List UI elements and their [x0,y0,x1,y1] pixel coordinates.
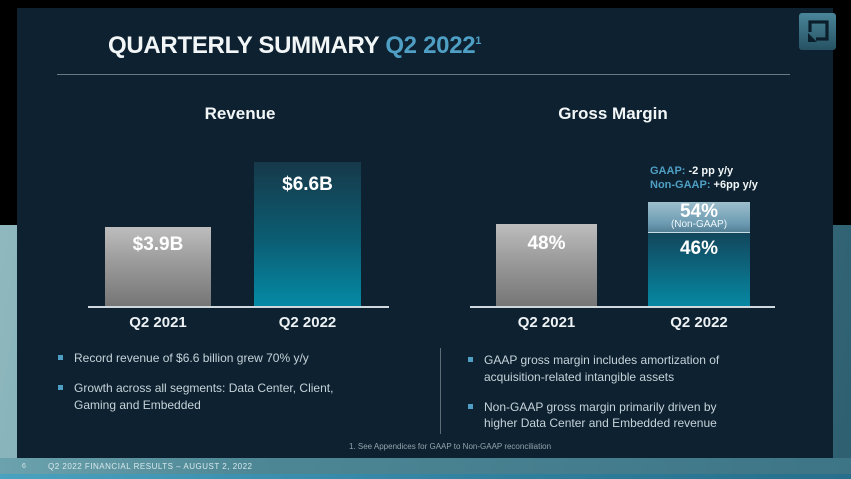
revenue-bar-q2-2021: $3.9B [105,227,211,307]
annotation-gaap-label: GAAP: [650,165,686,177]
gross-margin-non-gaap-note: (Non-GAAP) [670,219,728,230]
footer-bar: 6 Q2 2022 FINANCIAL RESULTS – AUGUST 2, … [0,458,851,479]
gross-margin-non-gaap-label: 54% [679,201,719,222]
title-divider [57,74,790,75]
revenue-bar-q2-2022: $6.6B [254,162,361,307]
annotation-gaap-value: -2 pp y/y [685,165,734,177]
gross-margin-axis-baseline [470,306,775,308]
gross-margin-chart-title: Gross Margin [558,104,668,123]
slide: QUARTERLY SUMMARY Q2 20221 Revenue $3.9B… [17,8,836,458]
page-title-highlight: Q2 2022 [385,32,476,59]
page-title-footnote-marker: 1 [475,35,482,47]
bullet-item: GAAP gross margin includes amortization … [468,352,753,386]
gross-margin-bar-q2-2022-gaap: 46% [648,233,750,307]
bullet-item: Non-GAAP gross margin primarily driven b… [468,399,753,433]
gross-margin-gaap-label: 46% [679,238,719,259]
page-number: 6 [22,463,26,470]
gross-margin-axis-label-q2-2021: Q2 2021 [517,314,576,331]
revenue-bar-q2-2021-label: $3.9B [132,234,184,255]
bullet-item: Growth across all segments: Data Center,… [58,380,368,414]
annotation-non-gaap-label: Non-GAAP: [650,179,711,191]
annotation-non-gaap: Non-GAAP: +6pp y/y [650,178,758,192]
gross-margin-bar-q2-2022-non-gaap-band: 54% (Non-GAAP) [648,202,750,233]
gross-margin-annotations: GAAP: -2 pp y/y Non-GAAP: +6pp y/y [650,164,758,192]
revenue-bullet-list: Record revenue of $6.6 billion grew 70% … [58,350,368,426]
bullet-text: Growth across all segments: Data Center,… [74,380,334,412]
gross-margin-axis-label-q2-2022: Q2 2022 [670,314,728,331]
bullet-square-icon [58,355,63,360]
bullet-square-icon [468,357,473,362]
revenue-axis-label-q2-2022: Q2 2022 [278,314,337,331]
revenue-bar-q2-2022-label: $6.6B [282,174,333,195]
footer-title: Q2 2022 FINANCIAL RESULTS – AUGUST 2, 20… [48,462,253,471]
revenue-axis-baseline [88,306,389,308]
amd-logo-icon [799,13,836,50]
bullet-text: Non-GAAP gross margin primarily driven b… [484,399,717,431]
bullet-square-icon [468,403,473,409]
bullet-text: GAAP gross margin includes amortization … [484,353,720,384]
annotation-gaap: GAAP: -2 pp y/y [650,164,758,178]
bullet-text: Record revenue of $6.6 billion grew 70% … [74,351,309,365]
gross-margin-bar-q2-2021-label: 48% [527,233,566,254]
page-title: QUARTERLY SUMMARY Q2 20221 [108,32,481,60]
column-divider [440,348,441,434]
gross-margin-bar-q2-2021: 48% [496,224,597,307]
annotation-non-gaap-value: +6pp y/y [710,179,758,191]
footnote: 1. See Appendices for GAAP to Non-GAAP r… [348,442,552,451]
bullet-item: Record revenue of $6.6 billion grew 70% … [58,350,368,367]
revenue-chart-title: Revenue [204,104,276,123]
revenue-axis-label-q2-2021: Q2 2021 [129,314,187,331]
gross-margin-bullet-list: GAAP gross margin includes amortization … [468,352,753,445]
page-title-main: QUARTERLY SUMMARY [108,32,386,59]
bullet-square-icon [58,384,63,390]
footer-accent-stripe [0,474,851,479]
